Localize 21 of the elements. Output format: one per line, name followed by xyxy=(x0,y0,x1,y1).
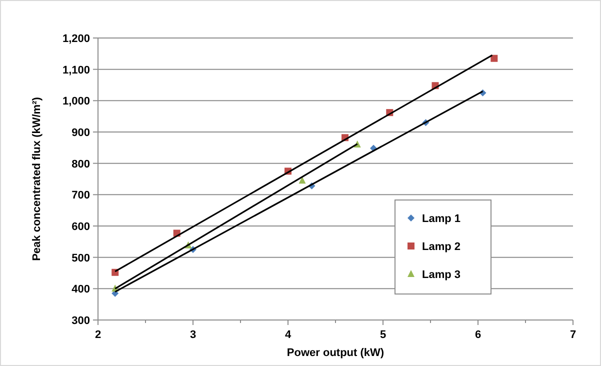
y-tick-label: 900 xyxy=(72,127,90,139)
y-axis-title: Peak concentrated flux (kW/m²) xyxy=(31,96,43,261)
y-tick-label: 700 xyxy=(72,190,90,202)
legend-label: Lamp 3 xyxy=(422,269,461,281)
x-tick-label: 6 xyxy=(474,329,482,341)
legend-label: Lamp 1 xyxy=(422,213,461,225)
y-tick-label: 500 xyxy=(72,252,90,264)
legend-label: Lamp 2 xyxy=(422,241,461,253)
y-tick-label: 800 xyxy=(72,158,90,170)
y-tick-label: 1,100 xyxy=(62,64,90,76)
x-tick-label: 3 xyxy=(190,329,196,341)
x-tick-label: 4 xyxy=(284,329,292,341)
y-tick-label: 600 xyxy=(72,221,90,233)
x-tick-label: 7 xyxy=(570,329,576,341)
y-tick-label: 300 xyxy=(72,315,90,327)
y-tick-label: 400 xyxy=(72,284,90,296)
y-tick-label: 1,000 xyxy=(62,96,90,108)
x-axis-title: Power output (kW) xyxy=(286,347,384,359)
y-tick-label: 1,200 xyxy=(62,33,90,45)
x-tick-label: 5 xyxy=(380,329,386,341)
x-tick-label: 2 xyxy=(94,329,102,341)
